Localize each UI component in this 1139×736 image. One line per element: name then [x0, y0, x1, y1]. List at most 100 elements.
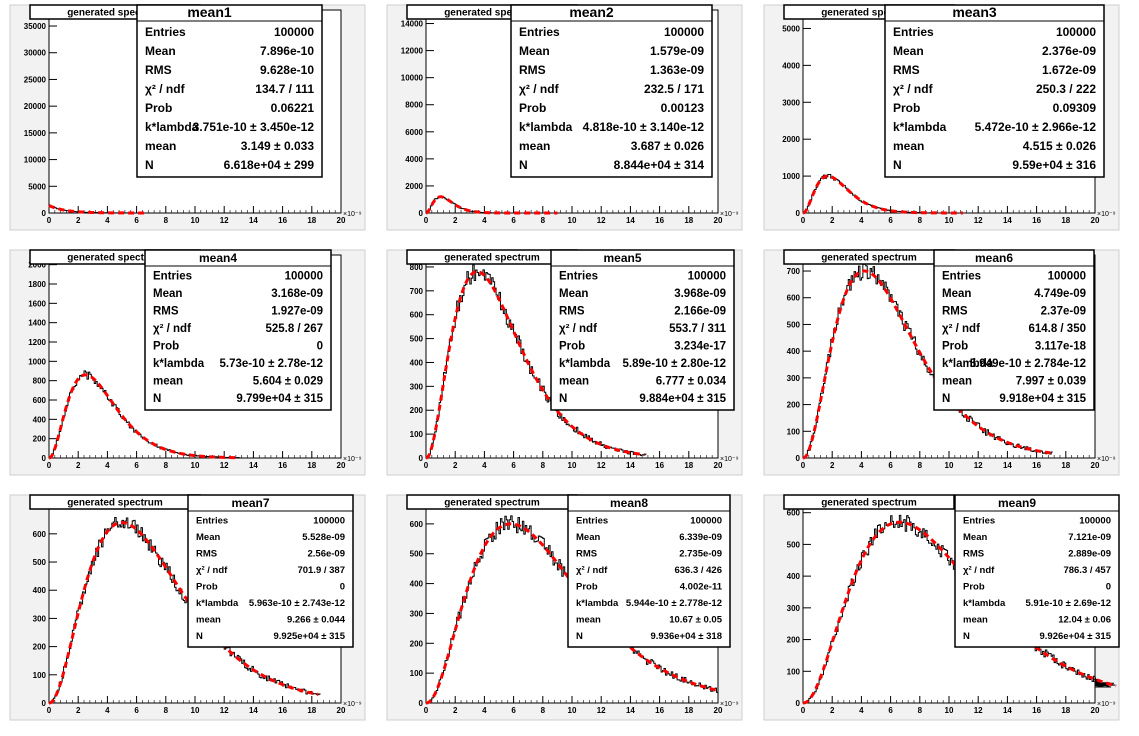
- y-tick-label: 600: [33, 530, 47, 539]
- chart-panel-mean3: 0 2 4 6 8 10 12 14 16 18 20 0 1000 2000 3000 4000 5000 ×1…: [763, 4, 1120, 231]
- x-multiplier-label: ×10⁻⁹: [343, 701, 362, 708]
- chart-panel-mean8: 0 2 4 6 8 10 12 14 16 18 200100200300400500600×10⁻…: [386, 494, 743, 721]
- stats-label: RMS: [145, 63, 172, 77]
- stats-label: Mean: [559, 288, 588, 300]
- stats-label: χ² / ndf: [519, 82, 560, 96]
- y-tick-label: 15000: [24, 129, 47, 138]
- stats-value: 8.844e+04 ± 314: [614, 158, 705, 172]
- y-tick-label: 200: [410, 639, 424, 648]
- stats-label: Mean: [576, 532, 600, 543]
- hist-title: generated spectrum: [67, 498, 163, 509]
- stats-box-name: mean6: [975, 251, 1013, 265]
- x-tick-label: 18: [684, 461, 693, 470]
- x-tick-label: 2: [830, 461, 835, 470]
- stats-label: N: [942, 393, 950, 405]
- x-tick-label: 0: [801, 706, 806, 715]
- x-tick-label: 4: [859, 461, 864, 470]
- y-tick-label: 600: [787, 509, 801, 518]
- stats-label: mean: [893, 139, 924, 153]
- stats-value: 1.672e-09: [1042, 63, 1096, 77]
- stats-label: mean: [145, 139, 176, 153]
- y-tick-label: 12000: [401, 47, 424, 56]
- x-tick-label: 14: [249, 461, 258, 470]
- stats-value: 2.376e-09: [1042, 44, 1096, 58]
- stats-box-name: mean9: [998, 496, 1036, 510]
- y-tick-label: 0: [796, 209, 801, 218]
- y-tick-label: 2000: [782, 135, 800, 144]
- y-tick-label: 0: [419, 699, 424, 708]
- x-tick-label: 8: [541, 461, 546, 470]
- x-tick-label: 4: [859, 706, 864, 715]
- x-tick-label: 18: [1061, 461, 1070, 470]
- stats-value: 3.168e-09: [271, 288, 323, 300]
- chart-panel-mean6: 0 2 4 6 8 10 12 14 16 18 200100200300400500600700×…: [763, 249, 1120, 476]
- stats-label: N: [145, 158, 154, 172]
- x-tick-label: 0: [424, 216, 429, 225]
- x-tick-label: 10: [568, 706, 577, 715]
- stats-label: Prob: [196, 582, 218, 593]
- stats-label: mean: [963, 615, 988, 626]
- stats-label: mean: [153, 376, 183, 388]
- stats-label: k*lambda: [196, 598, 239, 609]
- x-tick-label: 0: [47, 706, 52, 715]
- stats-label: Entries: [153, 271, 192, 283]
- y-tick-label: 600: [787, 294, 801, 303]
- stats-box: [954, 494, 1120, 648]
- x-tick-label: 6: [134, 216, 139, 225]
- stats-value: 0.00123: [661, 101, 705, 115]
- chart-panel-mean4: 0 2 4 6 8 10 12 14 16 18 2002004006008001000120014…: [9, 249, 366, 476]
- y-tick-label: 1000: [782, 172, 800, 181]
- x-tick-label: 6: [888, 706, 893, 715]
- y-tick-label: 200: [33, 435, 47, 444]
- stats-value: 0: [340, 582, 345, 593]
- y-tick-label: 0: [796, 454, 801, 463]
- x-tick-label: 0: [424, 461, 429, 470]
- stats-value: 3.687 ± 0.026: [631, 139, 705, 153]
- x-tick-label: 20: [714, 461, 723, 470]
- stats-value: 5.472e-10 ± 2.966e-12: [975, 120, 1097, 134]
- stats-value: 6.777 ± 0.034: [656, 376, 727, 388]
- fit-curve: [425, 270, 645, 460]
- x-tick-label: 4: [105, 216, 110, 225]
- y-tick-label: 500: [33, 558, 47, 567]
- y-tick-label: 600: [33, 396, 47, 405]
- stats-label: Prob: [576, 582, 598, 593]
- stats-box-name: mean2: [569, 4, 614, 20]
- stats-label: Mean: [145, 44, 176, 58]
- chart-panel-mean1: 0 2 4 6 8 10 12 14 16 18 20 0 5000 10000 15000 20000 250…: [9, 4, 366, 231]
- x-tick-label: 6: [134, 706, 139, 715]
- x-tick-label: 6: [134, 461, 139, 470]
- stats-label: χ² / ndf: [559, 323, 597, 335]
- stats-value: 786.3 / 457: [1063, 565, 1111, 576]
- y-tick-label: 700: [787, 267, 801, 276]
- x-tick-label: 10: [945, 706, 954, 715]
- stats-value: 1.927e-09: [271, 306, 323, 318]
- x-tick-label: 18: [307, 706, 316, 715]
- chart-panel-mean7: 024681012141618200100200300400500600700×…: [9, 494, 366, 721]
- y-tick-label: 14000: [401, 20, 424, 29]
- stats-label: Mean: [942, 288, 971, 300]
- x-tick-label: 2: [76, 706, 81, 715]
- stats-value: 3.234e-17: [674, 341, 726, 353]
- y-tick-label: 1400: [28, 319, 46, 328]
- x-tick-label: 12: [974, 706, 983, 715]
- x-multiplier-label: ×10⁻⁹: [720, 456, 739, 463]
- x-tick-label: 10: [191, 461, 200, 470]
- stats-value: 6.618e+04 ± 299: [224, 158, 315, 172]
- y-tick-label: 500: [410, 550, 424, 559]
- y-tick-label: 200: [33, 643, 47, 652]
- stats-label: RMS: [963, 549, 984, 560]
- y-tick-label: 200: [787, 401, 801, 410]
- y-tick-label: 400: [410, 580, 424, 589]
- stats-value: 636.3 / 426: [674, 565, 722, 576]
- stats-label: Entries: [519, 25, 560, 39]
- stats-value: 5.604 ± 0.029: [253, 376, 323, 388]
- y-tick-label: 0: [419, 209, 424, 218]
- stats-label: Prob: [153, 341, 179, 353]
- stats-value: 1.579e-09: [650, 44, 704, 58]
- chart-panel-mean5: 0 2 4 6 8 10 12 14 16 18 2001002003004005006007008…: [386, 249, 743, 476]
- y-tick-label: 500: [787, 320, 801, 329]
- hist-title: generated spectrum: [444, 498, 540, 509]
- stats-label: χ² / ndf: [196, 565, 228, 576]
- x-tick-label: 8: [918, 216, 923, 225]
